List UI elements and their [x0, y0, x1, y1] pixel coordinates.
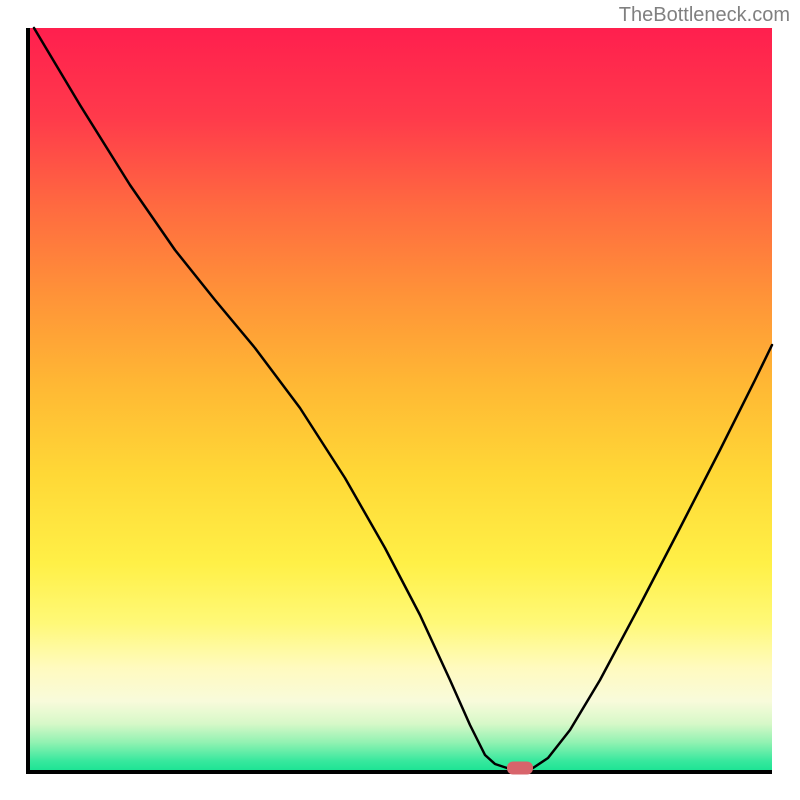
- bottleneck-chart: [0, 0, 800, 800]
- minimum-marker: [507, 762, 533, 775]
- watermark-text: TheBottleneck.com: [619, 4, 790, 27]
- plot-area-background: [28, 28, 772, 772]
- bottleneck-chart-container: TheBottleneck.com: [0, 0, 800, 800]
